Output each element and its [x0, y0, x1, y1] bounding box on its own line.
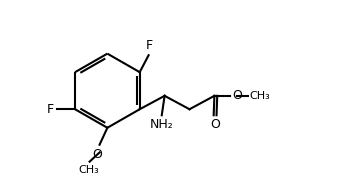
Text: NH₂: NH₂ — [150, 118, 174, 131]
Text: CH₃: CH₃ — [249, 91, 270, 101]
Text: CH₃: CH₃ — [79, 165, 99, 175]
Text: F: F — [46, 103, 54, 116]
Text: F: F — [146, 39, 153, 52]
Text: O: O — [210, 118, 220, 131]
Text: O: O — [232, 89, 242, 102]
Text: O: O — [92, 148, 102, 161]
